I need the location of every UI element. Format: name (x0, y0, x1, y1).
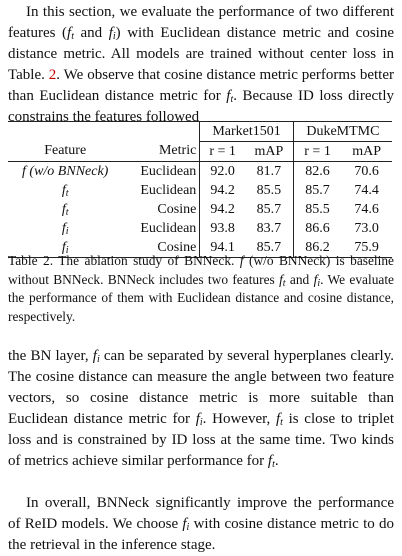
value-cell: 70.6 (354, 163, 379, 179)
header-feature: Feature (8, 141, 123, 162)
table-row: f (w/o BNNeck) Euclidean 92.0 81.7 82.6 … (8, 161, 392, 181)
metric-cell: Euclidean (122, 161, 201, 181)
table-row: fi Euclidean 93.8 83.7 86.6 73.0 (8, 219, 392, 238)
value-cell: 82.6 (305, 163, 330, 179)
metric-cell: Cosine (122, 238, 201, 258)
value-cell: 74.6 (354, 201, 379, 217)
feature-cell: fi (8, 238, 123, 258)
paragraph-intro: In this section, we evaluate the perform… (8, 4, 394, 125)
value-cell: 86.6 (305, 220, 330, 236)
metric-cell: Euclidean (122, 219, 201, 238)
value-cell-best: 94.1 (199, 238, 246, 258)
table-caption: Table 2. The ablation study of BNNeck. f… (8, 253, 394, 324)
metric-cell: Euclidean (122, 181, 201, 200)
table-row: ft Cosine 94.2 85.7 85.5 74.6 (8, 200, 392, 219)
header-r1: r = 1 (199, 141, 246, 162)
value-cell: 85.7 (245, 200, 294, 219)
value-cell-best: 86.2 (293, 238, 342, 258)
table-header-row: Market1501 DukeMTMC (8, 121, 392, 142)
metric-cell: Cosine (122, 200, 201, 219)
header-map: mAP (245, 141, 294, 162)
value-cell: 81.7 (245, 161, 294, 181)
value-cell: 85.5 (245, 181, 294, 200)
value-cell: 93.8 (210, 220, 235, 236)
value-cell: 92.0 (210, 163, 235, 179)
header-metric: Metric (122, 141, 201, 162)
table-subheader-row: Feature Metric r = 1 mAP r = 1 mAP (8, 141, 392, 162)
table-row: fi Cosine 94.1 85.7 86.2 75.9 (8, 238, 392, 258)
header-map: mAP (341, 141, 392, 162)
ablation-table: Market1501 DukeMTMC Feature Metric r = 1… (8, 121, 392, 258)
value-cell-best: 75.9 (341, 238, 392, 258)
value-cell-best: 85.7 (245, 238, 294, 258)
header-dataset-market: Market1501 (199, 121, 294, 142)
value-cell: 83.7 (245, 219, 294, 238)
table-reference-link[interactable]: 2 (48, 67, 57, 83)
header-r1: r = 1 (293, 141, 342, 162)
value-cell: 85.5 (305, 201, 330, 217)
feature-cell: fi (61, 220, 69, 237)
value-cell: 94.2 (210, 182, 235, 198)
value-cell: 74.4 (354, 182, 379, 198)
header-dataset-duke: DukeMTMC (293, 121, 392, 142)
feature-cell: f (w/o BNNeck) (22, 163, 109, 179)
value-cell: 73.0 (354, 220, 379, 236)
feature-cell: ft (61, 182, 69, 199)
value-cell: 94.2 (210, 201, 235, 217)
value-cell: 85.7 (305, 182, 330, 198)
table-row: ft Euclidean 94.2 85.5 85.7 74.4 (8, 181, 392, 200)
feature-cell: ft (61, 201, 69, 218)
paragraph-continuation: the BN layer, fi can be separated by sev… (8, 348, 395, 470)
paragraph-conclusion: In overall, BNNeck significantly improve… (8, 495, 395, 553)
